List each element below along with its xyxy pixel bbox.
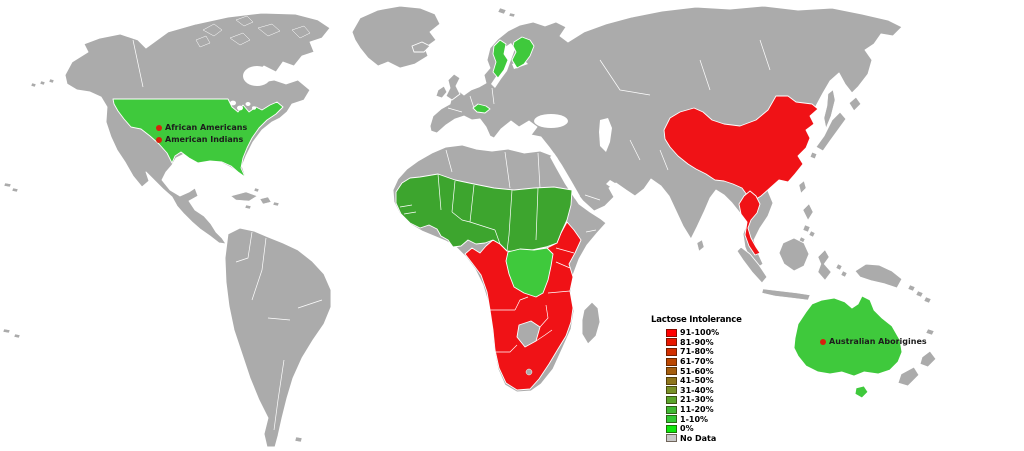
- landmass-ireland: [435, 85, 448, 99]
- legend-entry: No Data: [666, 434, 742, 444]
- great-lakes: [252, 106, 256, 110]
- philippines: [798, 203, 816, 244]
- landmass-borneo: [778, 237, 810, 272]
- legend-swatch: [666, 367, 677, 376]
- africa-red-country-borders: [490, 247, 575, 353]
- annotation-label: Australian Aborigines: [829, 337, 927, 346]
- legend-swatch: [666, 415, 677, 424]
- landmass-japan: [809, 96, 862, 160]
- legend-entry-label: 91-100%: [680, 328, 720, 338]
- legend-entry: 51-60%: [666, 366, 742, 376]
- legend-swatch: [666, 395, 677, 404]
- landmass-madagascar: [581, 301, 601, 345]
- annotation-american-indians: American Indians: [156, 136, 243, 144]
- annotation-australian-aborigines: Australian Aborigines: [820, 338, 927, 346]
- legend-swatch: [666, 424, 677, 433]
- caspian-sea: [599, 118, 612, 152]
- aleutian-islands: [30, 78, 55, 88]
- red-dot-icon: [156, 125, 162, 131]
- landmass-sumatra: [736, 246, 768, 284]
- hudson-bay: [243, 66, 271, 86]
- legend-swatch: [666, 405, 677, 414]
- landmass-great-britain: [445, 73, 461, 101]
- landmass-south-america: [224, 227, 332, 448]
- legend-swatch: [666, 328, 677, 337]
- region-china: [663, 95, 819, 202]
- legend-entry: 91-100%: [666, 328, 742, 338]
- legend-entry-label: 21-30%: [680, 395, 714, 405]
- region-finland: [511, 36, 535, 69]
- legend-entry-label: 81-90%: [680, 337, 714, 347]
- sulawesi: [817, 249, 832, 281]
- great-lakes: [230, 100, 236, 106]
- legend-entry-label: 1-10%: [680, 414, 709, 424]
- annotation-african-americans: African Americans: [156, 124, 247, 132]
- persian-gulf: [606, 180, 620, 191]
- legend-swatch: [666, 338, 677, 347]
- legend-entry-label: 0%: [680, 424, 694, 434]
- red-sea: [550, 153, 580, 199]
- landmass-arctic-islands: [195, 15, 311, 48]
- legend-entry: 81-90%: [666, 338, 742, 348]
- legend-entry: 31-40%: [666, 386, 742, 396]
- pacific-island-marks: [2, 182, 21, 339]
- sakhalin: [823, 89, 836, 129]
- region-australia: [793, 295, 903, 377]
- falkland-islands: [294, 436, 303, 443]
- legend-entry: 11-20%: [666, 405, 742, 415]
- legend-swatch: [666, 434, 677, 443]
- legend-entry: 0%: [666, 424, 742, 434]
- legend-entry-label: No Data: [680, 433, 717, 443]
- legend-swatch: [666, 386, 677, 395]
- caribbean-islands: [230, 187, 280, 210]
- landmass-new-zealand: [897, 350, 937, 387]
- baltic-sea: [491, 43, 528, 88]
- region-sweden: [492, 39, 509, 79]
- sri-lanka: [696, 239, 705, 252]
- great-lakes: [245, 102, 251, 106]
- black-sea: [534, 114, 568, 128]
- annotation-label: American Indians: [165, 135, 244, 144]
- red-dot-icon: [820, 339, 826, 345]
- legend-title: Lactose Intolerance: [651, 315, 742, 325]
- red-dot-icon: [156, 137, 162, 143]
- legend-entry-label: 31-40%: [680, 385, 714, 395]
- legend-entries: 91-100% 81-90% 71-80% 61-70% 51-60% 41-50% 31-…: [666, 328, 742, 443]
- legend-entry-label: 11-20%: [680, 405, 714, 415]
- country-borders: [132, 39, 771, 431]
- region-united-states: [112, 98, 284, 178]
- region-botswana-no-data: [516, 320, 541, 348]
- legend-swatch: [666, 376, 677, 385]
- svalbard: [497, 7, 516, 18]
- sahel-country-borders: [399, 173, 539, 252]
- region-tasmania: [854, 385, 869, 399]
- legend-entry-label: 51-60%: [680, 366, 714, 376]
- region-lesotho-no-data: [525, 368, 533, 376]
- region-west-africa-sahel: [395, 173, 573, 253]
- region-dr-congo: [505, 247, 554, 298]
- landmass-iceland: [411, 41, 431, 53]
- legend-entry: 71-80%: [666, 347, 742, 357]
- legend-entry: 61-70%: [666, 357, 742, 367]
- legend-entry: 21-30%: [666, 395, 742, 405]
- legend-entry-label: 71-80%: [680, 347, 714, 357]
- region-alpine-europe: [472, 103, 491, 114]
- legend-swatch: [666, 347, 677, 356]
- legend-entry: 41-50%: [666, 376, 742, 386]
- great-lakes: [237, 105, 243, 111]
- legend-entry-label: 61-70%: [680, 357, 714, 367]
- legend: Lactose Intolerance 91-100% 81-90% 71-80% 6…: [651, 315, 742, 443]
- melanesia-islands: [907, 284, 935, 336]
- legend-entry: 1-10%: [666, 414, 742, 424]
- region-thailand: [738, 190, 761, 256]
- legend-swatch: [666, 357, 677, 366]
- landmass-new-guinea: [854, 263, 903, 289]
- java: [761, 288, 811, 301]
- legend-entry-label: 41-50%: [680, 376, 714, 386]
- moluccas: [835, 263, 848, 278]
- annotation-label: African Americans: [165, 123, 248, 132]
- taiwan: [798, 180, 807, 194]
